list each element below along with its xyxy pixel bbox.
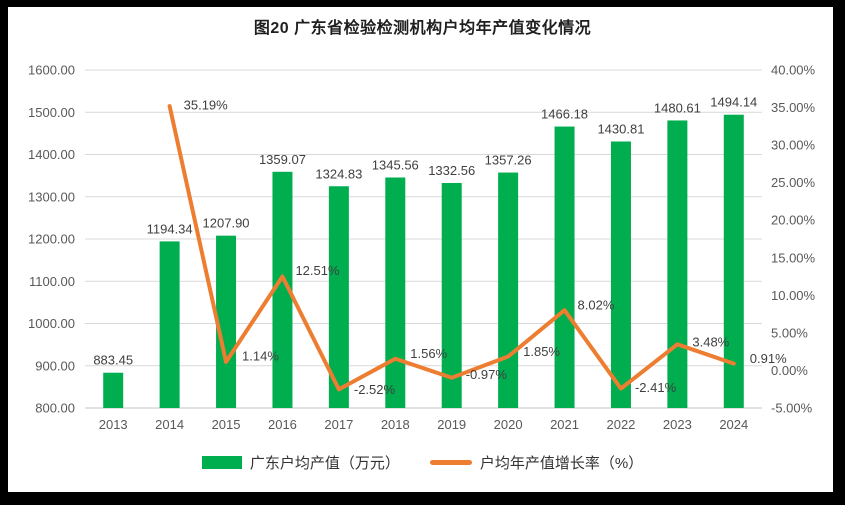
bar-2022 — [610, 141, 631, 408]
bar-value-label: 1466.18 — [541, 107, 588, 122]
bar-2019 — [441, 182, 462, 408]
bar-2017 — [328, 186, 349, 408]
right-axis-tick: 35.00% — [771, 100, 816, 115]
line-value-label: 1.14% — [242, 348, 279, 363]
x-axis-tick: 2024 — [719, 417, 748, 432]
line-value-label: 12.51% — [295, 263, 340, 278]
x-axis-tick: 2015 — [212, 417, 241, 432]
line-value-label: 0.91% — [750, 351, 787, 366]
bar-2014 — [159, 241, 180, 408]
line-value-label: -2.41% — [635, 380, 677, 395]
x-axis-tick: 2014 — [155, 417, 184, 432]
legend-item-line-series: 户均年产值增长率（%） — [429, 452, 644, 473]
growth-rate-line — [167, 104, 736, 392]
x-axis-tick: 2023 — [663, 417, 692, 432]
line-value-label: 1.85% — [523, 344, 560, 359]
left-axis-tick: 800.00 — [35, 401, 75, 416]
chart-canvas — [8, 7, 833, 492]
bar-2018 — [385, 177, 406, 408]
bar-value-label: 883.45 — [93, 353, 133, 368]
bar-series-swatch-icon — [201, 456, 242, 469]
left-axis-tick: 900.00 — [35, 358, 75, 373]
left-axis-tick: 1400.00 — [28, 147, 75, 162]
bar-value-label: 1359.07 — [259, 152, 306, 167]
bar-2024 — [723, 114, 744, 408]
bar-2016 — [272, 171, 293, 408]
left-axis-tick: 1200.00 — [28, 232, 75, 247]
bar-value-label: 1207.90 — [203, 216, 250, 231]
right-axis-tick: 25.00% — [771, 175, 816, 190]
legend-item-bar-series: 广东户均产值（万元） — [201, 452, 400, 473]
line-value-label: -0.97% — [466, 367, 508, 382]
bar-value-label: 1430.81 — [597, 121, 644, 136]
bar-2020 — [498, 172, 519, 408]
bar-value-label: 1345.56 — [372, 158, 419, 173]
x-axis-tick: 2017 — [324, 417, 353, 432]
line-value-label: 35.19% — [184, 98, 229, 113]
left-axis-tick: 1000.00 — [28, 316, 75, 331]
right-axis-tick: 40.00% — [771, 63, 816, 78]
right-axis-tick: 10.00% — [771, 288, 816, 303]
left-axis-tick: 1300.00 — [28, 189, 75, 204]
x-axis-tick: 2016 — [268, 417, 297, 432]
right-axis-tick: 15.00% — [771, 250, 816, 265]
chart-legend: 广东户均产值（万元） 户均年产值增长率（%） — [0, 452, 845, 473]
left-axis-tick: 1500.00 — [28, 105, 75, 120]
left-axis-tick: 1100.00 — [29, 274, 75, 289]
left-axis-tick: 1600.00 — [28, 63, 75, 78]
bar-value-label: 1324.83 — [315, 166, 362, 181]
line-series-swatch-icon — [429, 460, 472, 465]
bar-value-label: 1194.34 — [147, 221, 193, 236]
right-axis-tick: 20.00% — [771, 213, 816, 228]
bar-value-label: 1494.14 — [710, 95, 757, 110]
chart-title: 图20 广东省检验检测机构户均年产值变化情况 — [253, 20, 592, 37]
x-axis-tick: 2013 — [99, 417, 128, 432]
right-axis-tick: -5.00% — [771, 401, 813, 416]
line-value-label: 3.48% — [692, 335, 729, 350]
right-axis-tick: 30.00% — [771, 138, 816, 153]
x-axis-tick: 2020 — [494, 417, 523, 432]
bar-value-label: 1357.26 — [485, 153, 532, 168]
bar-2013 — [103, 372, 124, 408]
line-value-label: -2.52% — [354, 382, 396, 397]
x-axis-tick: 2018 — [381, 417, 410, 432]
bar-2023 — [667, 120, 688, 409]
x-axis-tick: 2019 — [437, 417, 466, 432]
x-axis-tick: 2022 — [606, 417, 635, 432]
line-value-label: 1.56% — [410, 346, 447, 361]
right-axis-tick: 5.00% — [771, 325, 808, 340]
line-series-label: 户均年产值增长率（%） — [479, 455, 644, 472]
line-value-label: 8.02% — [578, 298, 615, 313]
bar-series-label: 广东户均产值（万元） — [249, 455, 400, 472]
bar-value-label: 1480.61 — [654, 100, 701, 115]
bar-2015 — [216, 235, 237, 408]
bar-value-label: 1332.56 — [428, 163, 475, 178]
right-axis-tick: 0.00% — [771, 363, 808, 378]
bar-2021 — [554, 126, 575, 409]
x-axis-tick: 2021 — [550, 417, 579, 432]
